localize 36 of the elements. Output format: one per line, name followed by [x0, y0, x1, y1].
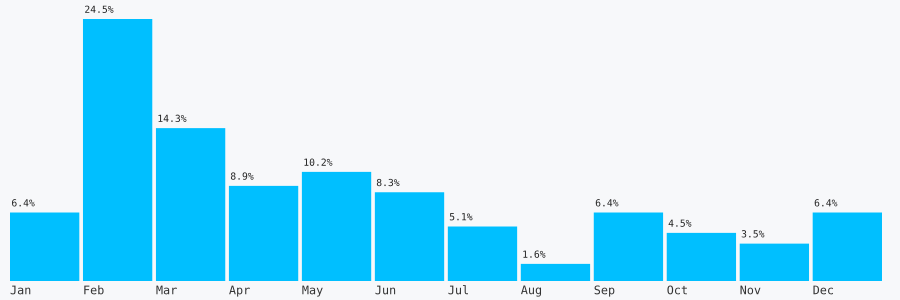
- data-label: 14.3%: [158, 114, 186, 122]
- x-tick-label: Jan: [10, 286, 30, 294]
- data-label: 1.6%: [523, 250, 546, 258]
- x-tick-label: Jun: [375, 286, 396, 294]
- x-tick-label: Apr: [229, 286, 250, 297]
- bar: [156, 128, 226, 281]
- data-label: 6.4%: [12, 199, 35, 207]
- x-tick-label: Mar: [156, 286, 177, 294]
- x-tick-label: Dec: [813, 286, 834, 294]
- bar: [228, 186, 298, 281]
- bar: [520, 264, 590, 281]
- data-label: 4.5%: [668, 220, 692, 227]
- bar: [302, 172, 372, 281]
- bar: [812, 212, 882, 281]
- x-tick-label: May: [302, 286, 323, 297]
- data-label: 5.1%: [450, 213, 472, 220]
- bar: [594, 212, 664, 281]
- x-tick-label: Nov: [740, 286, 760, 294]
- bar: [374, 192, 444, 281]
- x-tick-label: Jul: [448, 285, 468, 294]
- bar: [10, 212, 80, 281]
- x-tick-label: Feb: [84, 285, 104, 294]
- x-tick-label: Sep: [594, 285, 614, 297]
- data-label: 6.4%: [596, 199, 618, 207]
- data-label: 8.9%: [230, 172, 254, 180]
- data-label: 24.5%: [85, 6, 114, 13]
- data-label: 6.4%: [814, 199, 838, 207]
- bar: [82, 19, 152, 281]
- bar: [448, 226, 518, 281]
- bar: [740, 244, 810, 281]
- data-label: 3.5%: [742, 230, 764, 238]
- data-label: 8.3%: [376, 178, 400, 186]
- x-tick-label: Aug: [521, 286, 542, 297]
- data-label: 10.2%: [304, 158, 332, 166]
- x-tick-label: Oct: [667, 285, 687, 294]
- bar: [666, 232, 736, 281]
